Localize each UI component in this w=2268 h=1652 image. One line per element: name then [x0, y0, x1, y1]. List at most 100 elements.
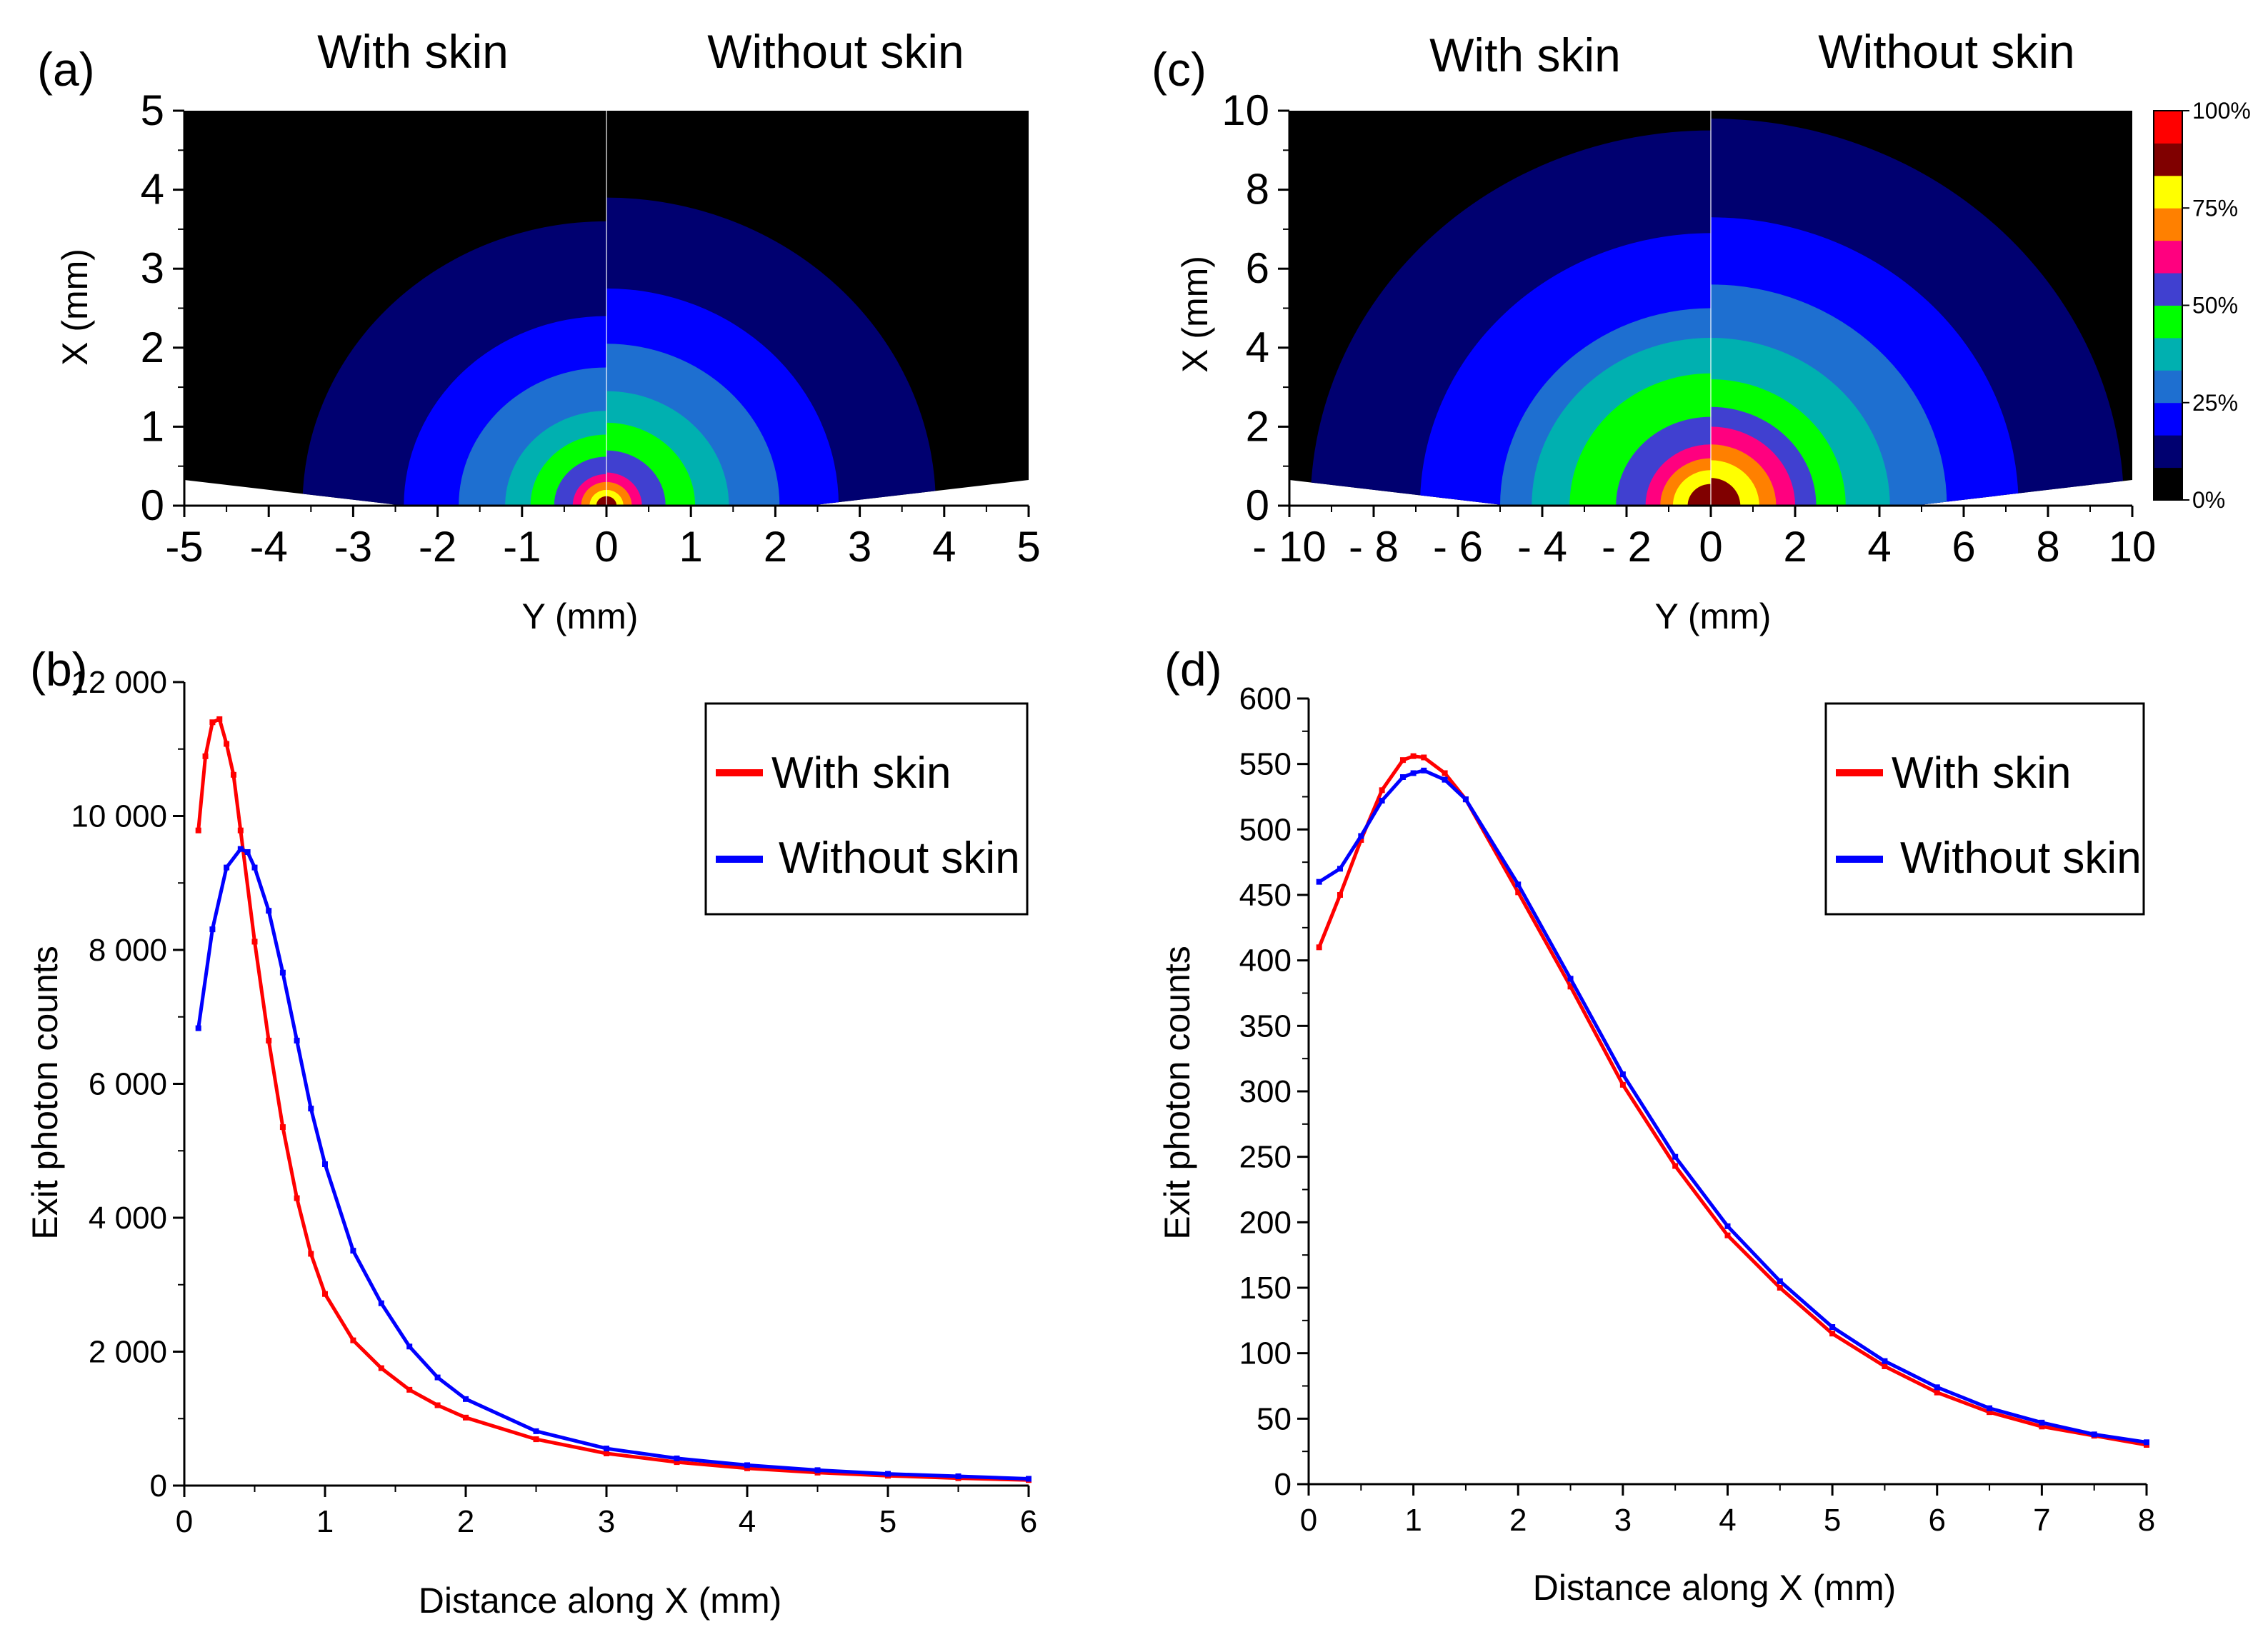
panel-b-point-without-skin — [378, 1300, 384, 1306]
panel-d-point-with-skin — [1337, 892, 1343, 898]
panel-a: (a) With skin Without skin -5 -4 -3 -2 -1 0 1 2… — [37, 25, 1041, 636]
panel-a-xtick-label: 0 — [594, 523, 618, 571]
panel-a-xtick-label: 4 — [932, 523, 956, 571]
panel-b-xtick-label: 1 — [316, 1504, 334, 1539]
colorbar-level-6 — [2154, 273, 2182, 306]
panel-b-point-without-skin — [237, 846, 244, 852]
panel-a-header-left: With skin — [317, 25, 509, 78]
panel-a-axes: -5 -4 -3 -2 -1 0 1 2 3 4 5 0 1 2 3 4 5 — [141, 86, 1041, 571]
panel-c-ytick-label: 6 — [1246, 244, 1269, 292]
panel-d-point-with-skin — [1410, 753, 1417, 759]
panel-d-xtick-label: 8 — [2138, 1503, 2155, 1538]
panel-a-xtick-label: 2 — [764, 523, 787, 571]
panel-c-ytick-label: 4 — [1246, 324, 1269, 371]
panel-d-point-without-skin — [2091, 1431, 2097, 1438]
panel-d-point-with-skin — [1515, 889, 1522, 896]
panel-b-point-without-skin — [244, 848, 251, 855]
panel-b-point-without-skin — [674, 1455, 680, 1461]
panel-a-xtick-label: -4 — [250, 523, 288, 571]
panel-b-point-with-skin — [308, 1251, 314, 1257]
panel-d-point-with-skin — [1567, 983, 1574, 990]
panel-c-xtick-label: - 10 — [1252, 523, 1326, 571]
panel-b-plot: 0 1 2 3 4 5 6 0 2 000 4 000 6 000 8 000 10 000 12 000 — [71, 665, 1037, 1539]
panel-c-ylabel: X (mm) — [1175, 256, 1215, 373]
panel-c-header-left: With skin — [1429, 29, 1621, 81]
panel-c-xtick-label: 2 — [1783, 523, 1807, 571]
panel-d-ytick-label: 350 — [1239, 1008, 1292, 1043]
panel-d-point-without-skin — [2039, 1419, 2045, 1426]
panel-a-xtick-label: -2 — [419, 523, 456, 571]
panel-d-xlabel: Distance along X (mm) — [1533, 1568, 1897, 1608]
panel-d-point-without-skin — [1316, 878, 1322, 885]
panel-d-line-without-skin — [1318, 769, 2147, 1444]
panel-b-point-with-skin — [463, 1414, 469, 1421]
panel-a-xtick-label: 5 — [1016, 523, 1040, 571]
panel-d-point-with-skin — [1672, 1163, 1679, 1169]
panel-d-point-without-skin — [1987, 1405, 1993, 1411]
panel-b-point-without-skin — [294, 1037, 300, 1043]
panel-d-point-with-skin — [1316, 944, 1322, 951]
panel-b-ytick-label: 2 000 — [89, 1335, 167, 1370]
panel-c: (c) With skin Without skin - 10 - 8 - 6 - 4… — [1152, 25, 2251, 636]
panel-b-ytick-label: 12 000 — [71, 665, 167, 700]
panel-c-xtick-label: - 2 — [1602, 523, 1652, 571]
panel-b-point-without-skin — [350, 1248, 356, 1254]
panel-d-xtick-label: 0 — [1300, 1503, 1317, 1538]
panel-b-xtick-label: 0 — [176, 1504, 193, 1539]
panel-b-point-with-skin — [279, 1124, 286, 1131]
panel-b-legend-box — [704, 702, 1029, 916]
panel-b-ytick-label: 4 000 — [89, 1201, 167, 1236]
panel-c-xtick-label: - 4 — [1517, 523, 1567, 571]
panel-b-point-without-skin — [224, 864, 230, 871]
panel-b-point-without-skin — [955, 1473, 961, 1480]
panel-b-point-with-skin — [350, 1337, 356, 1343]
panel-a-ytick-label: 3 — [141, 244, 164, 292]
panel-a-label: (a) — [37, 43, 95, 96]
panel-a-xtick-label: -1 — [503, 523, 541, 571]
panel-b-point-with-skin — [195, 827, 201, 833]
panel-b-xtick-label: 4 — [739, 1504, 756, 1539]
panel-c-xtick-label: - 8 — [1349, 523, 1399, 571]
colorbar-level-7 — [2154, 240, 2182, 274]
panel-a-xtick-label: 3 — [848, 523, 871, 571]
colorbar-label: 75% — [2192, 195, 2238, 221]
panel-b-point-without-skin — [406, 1343, 413, 1350]
panel-b-point-with-skin — [674, 1459, 680, 1466]
panel-d-point-without-skin — [1882, 1358, 1888, 1364]
panel-d-ytick-label: 200 — [1239, 1205, 1292, 1240]
panel-c-xtick-label: 4 — [1867, 523, 1891, 571]
panel-d-point-without-skin — [1619, 1071, 1626, 1078]
panel-d-ytick-label: 100 — [1239, 1336, 1292, 1371]
colorbar-level-11 — [2154, 111, 2182, 144]
panel-b-point-without-skin — [463, 1396, 469, 1402]
colorbar-level-9 — [2154, 175, 2182, 209]
panel-c-xtick-label: 10 — [2109, 523, 2157, 571]
panel-d-point-without-skin — [1421, 767, 1427, 774]
colorbar-level-0 — [2154, 467, 2182, 501]
colorbar-level-10 — [2154, 143, 2182, 176]
colorbar-level-4 — [2154, 337, 2182, 371]
panel-c-colorbar: 100% 75% 50% 25% 0% — [2153, 98, 2251, 513]
panel-c-header-right: Without skin — [1818, 25, 2074, 78]
colorbar-label: 25% — [2192, 390, 2238, 416]
panel-d-point-without-skin — [1829, 1324, 1836, 1330]
colorbar-label: 0% — [2192, 487, 2225, 513]
panel-d-point-without-skin — [1442, 776, 1448, 783]
panel-a-xtick-label: -5 — [165, 523, 203, 571]
panel-a-ylabel: X (mm) — [55, 249, 95, 366]
panel-a-ytick-label: 1 — [141, 402, 164, 450]
panel-d-point-without-skin — [1410, 770, 1417, 776]
panel-d-ytick-label: 400 — [1239, 943, 1292, 978]
panel-a-header-right: Without skin — [707, 25, 964, 78]
panel-b-point-without-skin — [209, 926, 216, 933]
panel-a-xtick-label: -3 — [334, 523, 372, 571]
panel-b-point-without-skin — [744, 1462, 750, 1468]
panel-d-point-without-skin — [1515, 881, 1522, 888]
panel-c-ytick-label: 2 — [1246, 402, 1269, 450]
panel-c-contour-right-10 — [1711, 478, 1741, 506]
panel-d-point-without-skin — [1934, 1384, 1940, 1391]
panel-d-xtick-label: 1 — [1404, 1503, 1422, 1538]
panel-d-point-with-skin — [1619, 1081, 1626, 1088]
colorbar-level-2 — [2154, 402, 2182, 436]
